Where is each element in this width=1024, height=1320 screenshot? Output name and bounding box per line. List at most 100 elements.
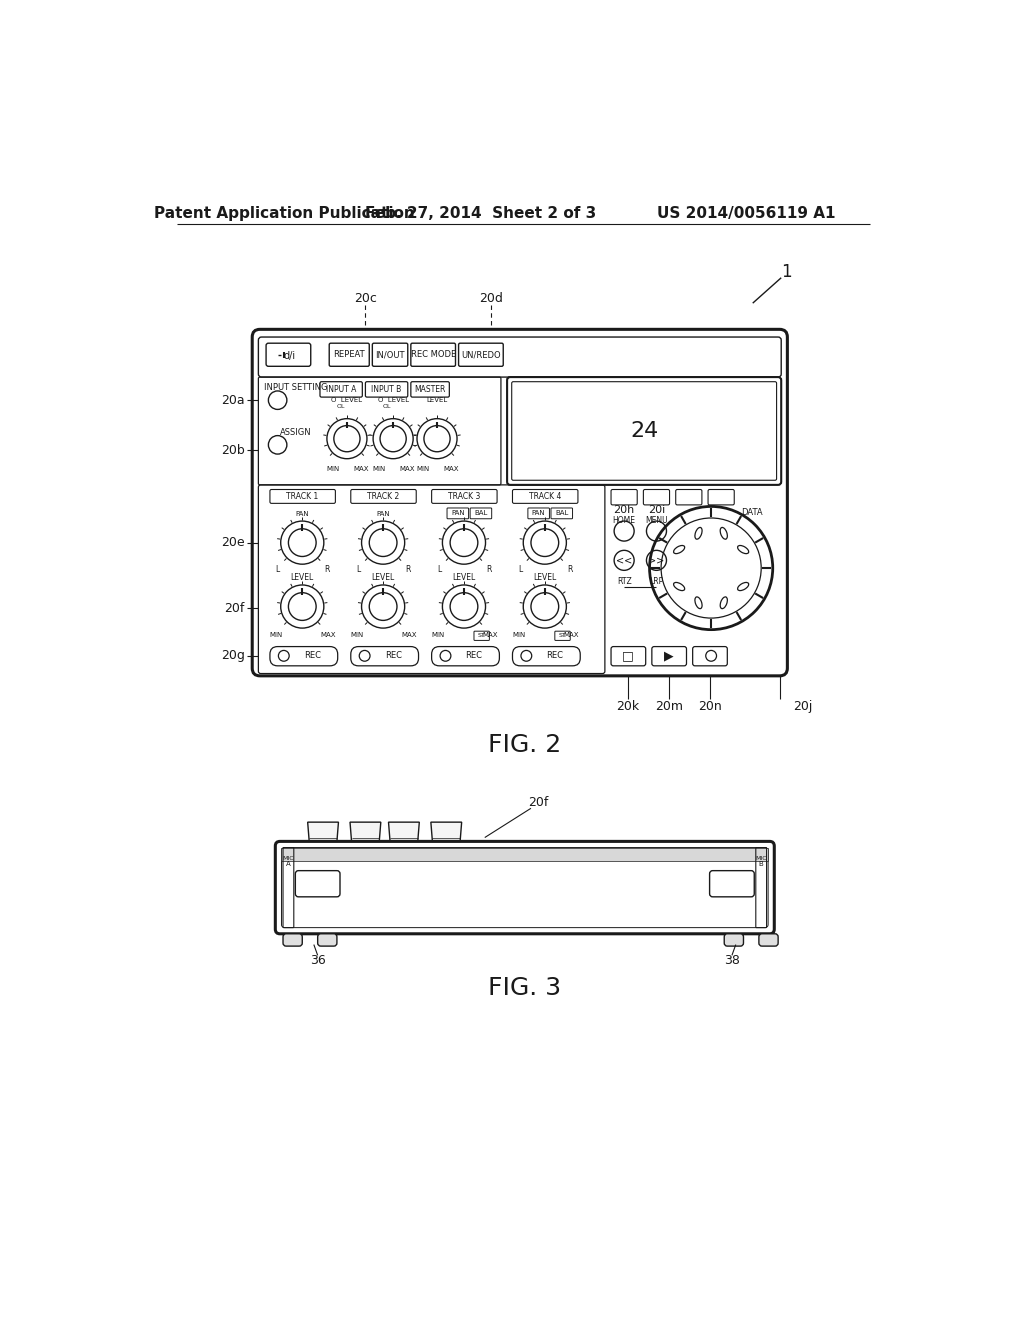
- Text: ST: ST: [478, 634, 485, 639]
- Text: □: □: [623, 649, 634, 663]
- Text: INPUT SETTING: INPUT SETTING: [263, 383, 327, 392]
- Text: A: A: [286, 862, 291, 867]
- Text: R: R: [325, 565, 330, 574]
- Polygon shape: [350, 822, 381, 841]
- Text: 20f: 20f: [528, 796, 549, 809]
- Text: MIN: MIN: [373, 466, 386, 473]
- Text: 20b: 20b: [221, 444, 245, 457]
- Text: Feb. 27, 2014  Sheet 2 of 3: Feb. 27, 2014 Sheet 2 of 3: [366, 206, 597, 222]
- Text: 20c: 20c: [354, 292, 377, 305]
- Text: MIN: MIN: [431, 632, 444, 638]
- Text: 20i: 20i: [648, 506, 666, 515]
- Text: UN/REDO: UN/REDO: [461, 350, 501, 359]
- Text: REPEAT: REPEAT: [334, 350, 365, 359]
- Ellipse shape: [695, 597, 702, 609]
- Text: LEVEL: LEVEL: [426, 397, 447, 403]
- Text: LEVEL: LEVEL: [453, 573, 475, 582]
- Text: 20d: 20d: [479, 292, 503, 305]
- Text: MIN: MIN: [269, 632, 283, 638]
- Text: REC: REC: [385, 651, 401, 660]
- Text: LEVEL: LEVEL: [291, 573, 314, 582]
- Text: REC: REC: [466, 651, 482, 660]
- Text: INPUT A: INPUT A: [326, 385, 356, 393]
- Text: TRACK 2: TRACK 2: [367, 492, 399, 500]
- Text: ASSIGN: ASSIGN: [280, 428, 311, 437]
- Text: OL: OL: [337, 404, 345, 409]
- Ellipse shape: [674, 582, 685, 590]
- Text: MIN: MIN: [350, 632, 364, 638]
- Text: 20m: 20m: [654, 700, 683, 713]
- Ellipse shape: [695, 528, 702, 539]
- Text: ▶: ▶: [664, 649, 674, 663]
- Text: 38: 38: [724, 954, 740, 968]
- Text: 20n: 20n: [697, 700, 722, 713]
- Text: 20g: 20g: [220, 649, 245, 663]
- Ellipse shape: [737, 582, 749, 590]
- Ellipse shape: [720, 528, 727, 539]
- Text: 24: 24: [630, 421, 658, 441]
- FancyBboxPatch shape: [283, 933, 302, 946]
- Text: R: R: [486, 565, 492, 574]
- Text: MAX: MAX: [353, 466, 369, 473]
- Text: MIN: MIN: [327, 466, 340, 473]
- Text: Patent Application Publication: Patent Application Publication: [155, 206, 415, 222]
- Text: 20a: 20a: [221, 393, 245, 407]
- Text: LEVEL: LEVEL: [534, 573, 556, 582]
- Text: MIC: MIC: [283, 855, 294, 861]
- Text: MIN: MIN: [417, 466, 430, 473]
- FancyBboxPatch shape: [317, 933, 337, 946]
- Text: INPUT B: INPUT B: [372, 385, 401, 393]
- Text: US 2014/0056119 A1: US 2014/0056119 A1: [657, 206, 836, 222]
- Text: MAX: MAX: [443, 466, 459, 473]
- FancyBboxPatch shape: [759, 933, 778, 946]
- Text: MAX: MAX: [401, 632, 417, 638]
- Text: REC: REC: [304, 651, 321, 660]
- Text: REC MODE: REC MODE: [411, 350, 456, 359]
- Text: PAN: PAN: [376, 511, 390, 517]
- Text: TRACK 3: TRACK 3: [447, 492, 480, 500]
- Text: TRACK 4: TRACK 4: [528, 492, 561, 500]
- Text: BAL: BAL: [555, 511, 568, 516]
- Text: MAX: MAX: [482, 632, 498, 638]
- Text: MAX: MAX: [321, 632, 336, 638]
- Text: R: R: [566, 565, 572, 574]
- Text: LEVEL: LEVEL: [372, 573, 394, 582]
- Text: R: R: [406, 565, 411, 574]
- Ellipse shape: [720, 597, 727, 609]
- Text: d/i: d/i: [283, 351, 295, 360]
- Text: ST: ST: [559, 634, 566, 639]
- Text: REC: REC: [547, 651, 563, 660]
- Text: O  LEVEL: O LEVEL: [378, 397, 409, 403]
- Text: FIG. 2: FIG. 2: [488, 733, 561, 758]
- FancyBboxPatch shape: [724, 933, 743, 946]
- Text: PAN: PAN: [531, 511, 546, 516]
- Text: O  LEVEL: O LEVEL: [332, 397, 362, 403]
- Text: 20e: 20e: [221, 536, 245, 549]
- Text: >>: >>: [648, 556, 665, 565]
- Text: <<: <<: [616, 556, 632, 565]
- Text: L: L: [275, 565, 280, 574]
- Text: DATA: DATA: [741, 508, 763, 517]
- Text: 20k: 20k: [616, 700, 640, 713]
- Text: IN/OUT: IN/OUT: [376, 350, 404, 359]
- Text: MAX: MAX: [563, 632, 579, 638]
- Text: FIG. 3: FIG. 3: [488, 975, 561, 999]
- Text: 20f: 20f: [224, 602, 245, 615]
- Text: BAL: BAL: [474, 511, 487, 516]
- Polygon shape: [388, 822, 419, 841]
- Polygon shape: [307, 822, 339, 841]
- Text: PAN: PAN: [451, 511, 465, 516]
- Text: OL: OL: [383, 404, 391, 409]
- Text: RTZ: RTZ: [616, 577, 632, 586]
- Text: 1: 1: [781, 264, 792, 281]
- Text: MAX: MAX: [399, 466, 415, 473]
- Text: L: L: [437, 565, 441, 574]
- Text: MIC: MIC: [756, 855, 767, 861]
- Text: L: L: [518, 565, 522, 574]
- Ellipse shape: [674, 545, 685, 553]
- Ellipse shape: [737, 545, 749, 553]
- Text: MASTER: MASTER: [415, 385, 445, 393]
- Text: B: B: [759, 862, 764, 867]
- Text: LRP: LRP: [649, 577, 664, 586]
- Text: 36: 36: [310, 954, 326, 968]
